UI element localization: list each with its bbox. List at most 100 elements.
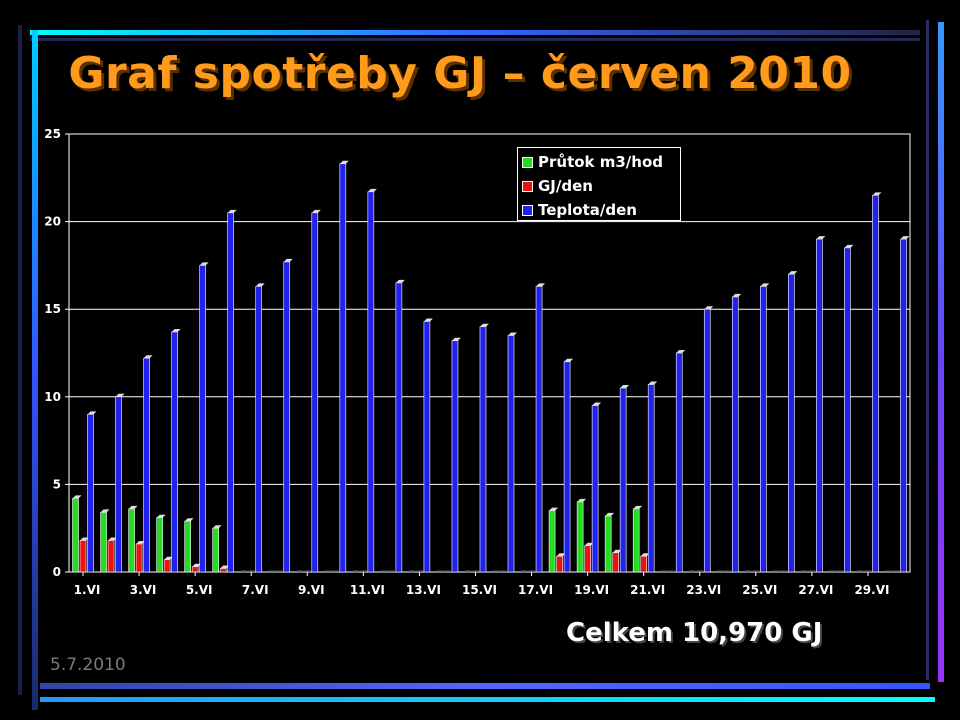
bar-1 bbox=[184, 520, 191, 573]
y-tick-label: 0 bbox=[53, 565, 61, 579]
bar-1 bbox=[632, 508, 640, 573]
bar-1-empty bbox=[464, 570, 471, 572]
bar-3-top bbox=[395, 279, 405, 283]
bar-3-top bbox=[339, 160, 349, 164]
legend-swatch bbox=[522, 204, 533, 216]
y-tick-label: 20 bbox=[44, 215, 61, 229]
bar-2-empty bbox=[276, 570, 283, 572]
bar-2-empty bbox=[416, 570, 423, 572]
bar-2 bbox=[79, 540, 87, 573]
bar-1-empty bbox=[885, 570, 892, 572]
bar-1-empty bbox=[801, 570, 808, 572]
bar-3-top bbox=[283, 258, 293, 262]
bar-3-top bbox=[788, 271, 798, 275]
bar-2-empty bbox=[444, 570, 451, 572]
bar-3-top bbox=[508, 332, 518, 336]
bar-3-top bbox=[87, 411, 97, 415]
plot-area bbox=[68, 133, 911, 573]
bar-3-top bbox=[199, 262, 209, 266]
bar-1 bbox=[548, 510, 556, 573]
bar-2 bbox=[556, 555, 563, 573]
bar-3 bbox=[311, 212, 319, 573]
bar-2-empty bbox=[780, 570, 787, 572]
bar-3-top bbox=[732, 293, 742, 297]
total-consumption: Celkem 10,970 GJ bbox=[566, 618, 823, 648]
bar-1-empty bbox=[857, 570, 864, 572]
slide-title: Graf spotřeby GJ – červen 2010 bbox=[68, 48, 852, 99]
bar-1 bbox=[212, 527, 219, 573]
bar-3 bbox=[900, 238, 907, 573]
bar-2-top bbox=[108, 537, 118, 541]
bar-3-top bbox=[620, 385, 630, 389]
x-tick-label: 23.VI bbox=[686, 583, 721, 597]
bar-3 bbox=[199, 265, 206, 573]
legend-label: GJ/den bbox=[538, 177, 593, 195]
bar-3 bbox=[451, 340, 459, 573]
bar-3 bbox=[535, 286, 543, 573]
bar-3-top bbox=[900, 236, 910, 240]
bar-3-top bbox=[479, 323, 489, 327]
bar-3 bbox=[760, 286, 767, 573]
bar-2 bbox=[219, 568, 227, 573]
x-tick-label: 17.VI bbox=[518, 583, 553, 597]
bar-2-empty bbox=[864, 570, 871, 572]
x-tick-label: 15.VI bbox=[462, 583, 497, 597]
y-tick-label: 15 bbox=[44, 302, 61, 316]
bar-1-empty bbox=[380, 570, 387, 572]
bar-1-empty bbox=[717, 570, 724, 572]
frame-line-bottom-light bbox=[40, 697, 935, 702]
bar-2-empty bbox=[892, 570, 899, 572]
bar-3 bbox=[367, 191, 375, 573]
bar-2-top bbox=[584, 542, 594, 546]
bar-2-empty bbox=[668, 570, 675, 572]
bar-3-top bbox=[115, 393, 125, 397]
frame-line-right bbox=[938, 22, 944, 682]
bar-2 bbox=[191, 566, 199, 573]
frame-line-bottom bbox=[40, 683, 930, 689]
y-tick-label: 25 bbox=[44, 127, 61, 141]
bar-2-empty bbox=[836, 570, 843, 572]
bar-3 bbox=[844, 247, 851, 573]
bar-2-top bbox=[192, 563, 202, 567]
x-tick-label: 11.VI bbox=[350, 583, 385, 597]
chart-legend: Průtok m3/hod GJ/den Teplota/den bbox=[517, 147, 681, 221]
bar-2 bbox=[163, 559, 171, 573]
bar-3-top bbox=[592, 402, 602, 406]
bar-3-top bbox=[704, 306, 714, 310]
bar-3-top bbox=[760, 283, 770, 287]
bar-1-empty bbox=[689, 570, 696, 572]
bar-2 bbox=[584, 545, 591, 573]
bar-3 bbox=[872, 195, 879, 573]
bar-1-top bbox=[212, 525, 222, 529]
bar-1-top bbox=[100, 509, 110, 513]
bar-3 bbox=[591, 405, 599, 573]
bar-3-top bbox=[423, 318, 433, 322]
bar-2-top bbox=[556, 553, 566, 557]
bar-1-empty bbox=[268, 570, 275, 572]
frame-line-left-dark bbox=[18, 25, 22, 695]
bar-2-top bbox=[164, 556, 174, 560]
bar-3 bbox=[339, 163, 347, 573]
legend-label: Teplota/den bbox=[538, 201, 637, 219]
legend-item: GJ/den bbox=[522, 174, 680, 198]
bar-3 bbox=[816, 238, 823, 573]
bar-1-top bbox=[605, 512, 615, 516]
bar-1-empty bbox=[661, 570, 668, 572]
bar-2-empty bbox=[248, 570, 255, 572]
bar-1-top bbox=[156, 514, 166, 518]
bar-3-top bbox=[143, 355, 153, 359]
bar-1-empty bbox=[521, 570, 528, 572]
bar-3 bbox=[507, 335, 515, 573]
bar-2-empty bbox=[472, 570, 479, 572]
bar-1 bbox=[128, 508, 135, 573]
bar-3-top bbox=[816, 236, 826, 240]
bar-1-empty bbox=[352, 570, 359, 572]
bar-2 bbox=[135, 543, 143, 573]
frame-line-right-dark bbox=[926, 20, 929, 680]
bar-2-empty bbox=[360, 570, 367, 572]
bar-3 bbox=[143, 357, 150, 573]
bar-2 bbox=[640, 555, 647, 573]
bar-1 bbox=[156, 517, 163, 573]
bar-1-empty bbox=[745, 570, 752, 572]
